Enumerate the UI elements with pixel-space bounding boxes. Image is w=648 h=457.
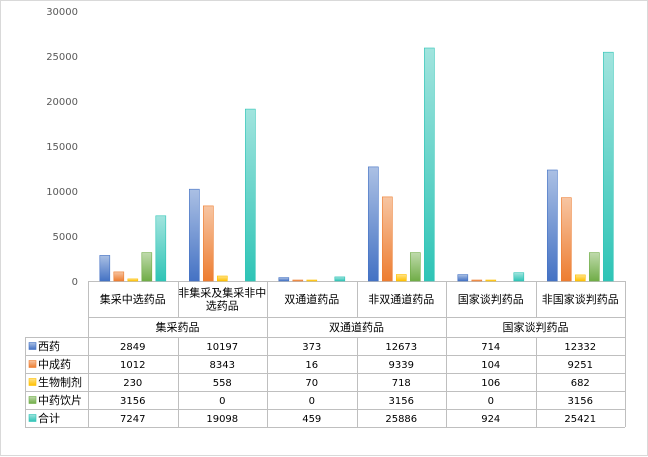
bar <box>457 274 469 282</box>
bar <box>127 278 139 282</box>
data-table: 集采中选药品 非集采及集采非中选药品 双通道药品 非双通道药品 国家谈判药品 非国家谈判药… <box>25 281 626 428</box>
bar <box>574 274 586 282</box>
y-axis: 0 5000 10000 15000 20000 25000 30000 <box>46 7 625 288</box>
legend-key <box>28 396 37 404</box>
data-label: 104 <box>481 360 500 371</box>
bar <box>513 272 525 282</box>
data-label: 70 <box>305 378 318 389</box>
data-label: 1012 <box>120 360 145 371</box>
data-label: 8343 <box>210 360 235 371</box>
bar <box>367 166 379 282</box>
x-group-label: 国家谈判药品 <box>503 320 569 334</box>
bar <box>155 215 167 282</box>
data-label: 16 <box>305 360 318 371</box>
data-label: 0 <box>488 396 494 407</box>
x-group-label: 双通道药品 <box>329 320 384 334</box>
data-label: 10197 <box>206 342 238 353</box>
bar <box>423 47 435 282</box>
y-tick-label: 30000 <box>46 7 78 18</box>
bar <box>99 255 111 282</box>
series-name: 中药饮片 <box>38 394 82 407</box>
data-label: 7247 <box>120 414 145 425</box>
bar <box>560 197 572 282</box>
data-label: 0 <box>219 396 225 407</box>
bar <box>546 169 558 282</box>
data-label: 19098 <box>206 414 238 425</box>
series-name: 西药 <box>38 340 60 353</box>
y-tick-label: 25000 <box>46 52 78 63</box>
data-label: 25421 <box>564 414 596 425</box>
bar <box>485 279 497 282</box>
bar <box>588 252 600 282</box>
bars <box>99 47 614 282</box>
x-tick-label: 非国家谈判药品 <box>542 292 619 306</box>
bar <box>278 277 290 282</box>
data-label: 12332 <box>564 342 596 353</box>
data-label: 373 <box>302 342 321 353</box>
data-label: 2849 <box>120 342 145 353</box>
data-label: 714 <box>481 342 500 353</box>
x-tick-label: 非集采及集采非中选药品 <box>178 286 266 313</box>
legend-key <box>28 414 37 422</box>
series-name: 生物制剂 <box>38 375 82 389</box>
bar <box>189 188 200 282</box>
data-label: 682 <box>571 378 590 389</box>
bar <box>292 279 304 282</box>
y-tick-label: 5000 <box>53 232 78 243</box>
data-label: 459 <box>302 414 321 425</box>
x-group-label: 集采药品 <box>156 320 200 334</box>
bar <box>409 252 421 282</box>
x-tick-label: 双通道药品 <box>284 292 339 306</box>
data-label: 25886 <box>385 414 417 425</box>
data-label: 3156 <box>120 396 145 407</box>
data-label: 924 <box>481 414 500 425</box>
y-tick-label: 10000 <box>46 187 78 198</box>
bar <box>334 276 346 282</box>
data-label: 12673 <box>385 342 417 353</box>
bar <box>141 252 153 282</box>
bar <box>395 274 407 282</box>
bar <box>217 275 228 282</box>
x-tick-label: 集采中选药品 <box>100 292 166 306</box>
data-label: 3156 <box>568 396 593 407</box>
series-name: 中成药 <box>38 358 71 371</box>
data-label: 0 <box>309 396 315 407</box>
data-label: 230 <box>123 378 142 389</box>
x-tick-label: 非双通道药品 <box>368 292 434 306</box>
bar <box>471 279 483 282</box>
bar <box>602 51 614 282</box>
legend-key <box>28 360 37 368</box>
y-tick-label: 15000 <box>46 142 78 153</box>
data-label: 106 <box>481 378 500 389</box>
data-label: 718 <box>392 378 411 389</box>
y-tick-label: 0 <box>72 277 78 288</box>
series-name: 合计 <box>38 411 60 425</box>
bar <box>381 196 393 282</box>
data-label: 9251 <box>568 360 593 371</box>
x-tick-label: 国家谈判药品 <box>458 292 524 306</box>
legend-key <box>28 378 37 386</box>
y-tick-label: 20000 <box>46 97 78 108</box>
data-label: 558 <box>213 378 232 389</box>
legend-key <box>28 342 37 350</box>
bar <box>203 205 214 282</box>
bar <box>245 108 256 282</box>
data-label: 9339 <box>389 360 414 371</box>
bar <box>113 271 125 282</box>
bar <box>306 279 318 282</box>
data-label: 3156 <box>389 396 414 407</box>
